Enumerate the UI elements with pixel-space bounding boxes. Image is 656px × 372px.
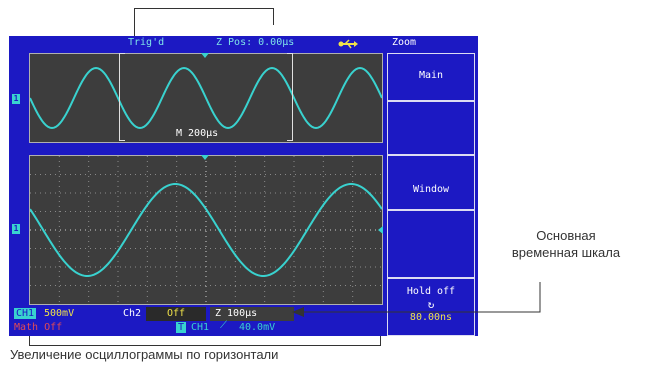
softkey-main-label: Main (418, 70, 444, 81)
top-annotation-bracket (134, 8, 274, 25)
horizontal-zoom-annotation: Увеличение осциллограммы по горизонтали (10, 347, 279, 362)
softkey-hold-off-value: 80.00ns (409, 312, 453, 323)
zoom-bracket-corner (119, 140, 125, 141)
menu-title: Zoom (392, 37, 417, 48)
rising-edge-icon: ⟋ (220, 320, 227, 331)
softkey-hold-off-label: Hold off (406, 286, 456, 297)
main-timebase-annotation: Основная временная шкала (511, 228, 621, 260)
trigger-status: Trig'd (128, 37, 165, 48)
zoom-bracket-corner (119, 53, 125, 54)
usb-icon (338, 39, 358, 49)
ch1-marker-lower: 1 (12, 224, 20, 234)
softkey-main[interactable]: Main (387, 53, 475, 101)
ch2-state: Off (167, 308, 186, 319)
zoom-window-bracket[interactable] (119, 53, 293, 141)
softkey-blank-2[interactable] (387, 210, 475, 278)
trigger-source: CH1 (191, 322, 210, 333)
zoom-position: Z Pos: 0.00µs (216, 37, 295, 48)
ch1-marker-upper: 1 (12, 94, 20, 104)
zoom-trace-panel (29, 155, 383, 305)
softkey-blank-1[interactable] (387, 101, 475, 155)
trigger-position-marker (201, 53, 209, 58)
ch1-label: CH1 (14, 308, 37, 319)
zoom-trace-graticule (30, 156, 382, 304)
ch2-label: Ch2 (123, 308, 142, 319)
trigger-level: 40.0mV (239, 322, 276, 333)
math-status: Math Off (14, 322, 63, 333)
main-trace-waveform (30, 66, 382, 130)
ch2-state-box (146, 307, 206, 321)
softkey-hold-off[interactable]: Hold off ↻ 80.00ns (387, 278, 475, 336)
zoom-bracket-corner (287, 53, 293, 54)
main-timebase-pointer (292, 282, 541, 317)
zoom-timebase: Z 100µs (215, 308, 258, 319)
zoom-timebase-box (210, 307, 294, 321)
trigger-badge: T (176, 322, 187, 333)
ch1-scale: 500mV (44, 308, 75, 319)
zoom-trigger-marker (201, 155, 209, 160)
knob-icon: ↻ (427, 298, 435, 311)
main-trace-panel (29, 53, 383, 143)
zoom-annotation-bracket (29, 336, 381, 346)
softkey-window-label: Window (412, 184, 450, 195)
trigger-level-marker (378, 226, 383, 234)
main-timebase: M 200µs (176, 128, 219, 139)
zoom-bracket-corner (287, 140, 293, 141)
top-annotation-stem (134, 24, 135, 40)
softkey-window[interactable]: Window (387, 155, 475, 210)
